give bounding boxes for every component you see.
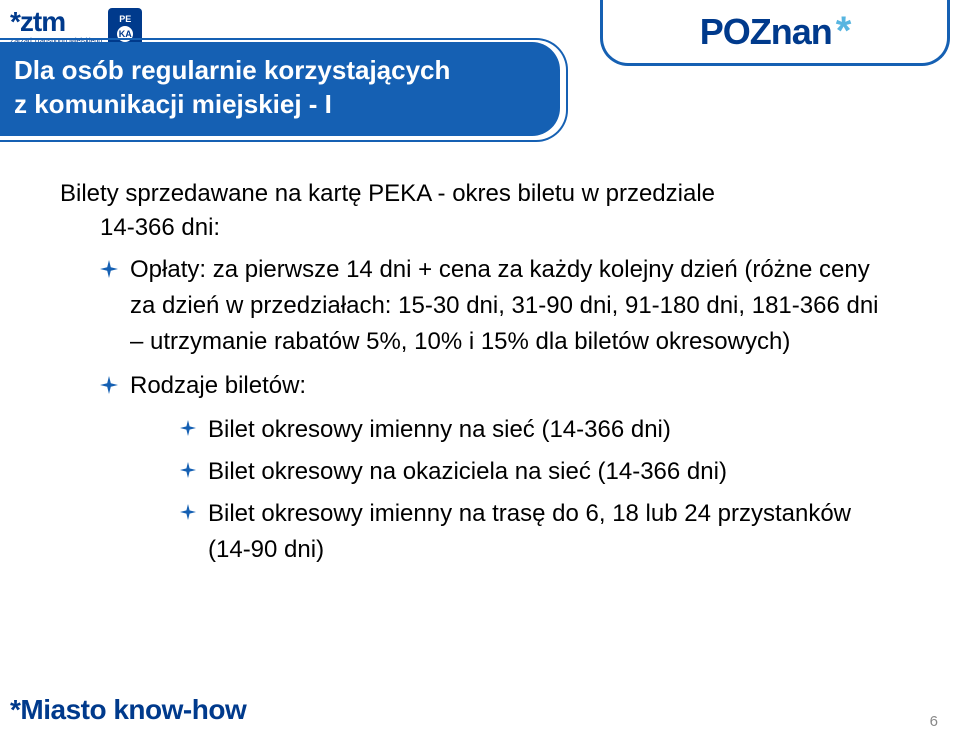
title-line-1: Dla osób regularnie korzystających (14, 54, 450, 88)
star-bullet-icon (100, 376, 118, 394)
star-bullet-icon (180, 504, 196, 520)
range-text: 14-366 dni: (100, 214, 880, 242)
star-bullet-icon (100, 260, 118, 278)
intro-text: Bilety sprzedawane na kartę PEKA - okres… (60, 180, 880, 208)
sub-bullet-1-text: Bilet okresowy imienny na sieć (14-366 d… (208, 412, 671, 448)
ztm-logo-text: *ztm (10, 8, 65, 36)
bullet-fees-text: Opłaty: za pierwsze 14 dni + cena za każ… (130, 252, 880, 360)
sub-bullet-2: Bilet okresowy na okaziciela na sieć (14… (180, 454, 880, 490)
bullet-types: Rodzaje biletów: (100, 368, 880, 404)
poznan-logo: POZnan* (600, 0, 950, 66)
sub-bullet-3: Bilet okresowy imienny na trasę do 6, 18… (180, 496, 880, 568)
star-bullet-icon (180, 462, 196, 478)
poznan-text: POZnan (700, 11, 832, 53)
page-number: 6 (930, 713, 938, 730)
poznan-star-icon: * (836, 9, 851, 54)
sub-bullet-3-text: Bilet okresowy imienny na trasę do 6, 18… (208, 496, 880, 568)
footer-slogan: *Miasto know-how (10, 694, 246, 726)
slide-title: Dla osób regularnie korzystających z kom… (14, 54, 450, 122)
sub-bullet-1: Bilet okresowy imienny na sieć (14-366 d… (180, 412, 880, 448)
title-line-2: z komunikacji miejskiej - I (14, 88, 450, 122)
content-area: Bilety sprzedawane na kartę PEKA - okres… (60, 180, 880, 574)
sub-bullet-2-text: Bilet okresowy na okaziciela na sieć (14… (208, 454, 727, 490)
bullet-types-text: Rodzaje biletów: (130, 368, 306, 404)
star-bullet-icon (180, 420, 196, 436)
bullet-fees: Opłaty: za pierwsze 14 dni + cena za każ… (100, 252, 880, 360)
